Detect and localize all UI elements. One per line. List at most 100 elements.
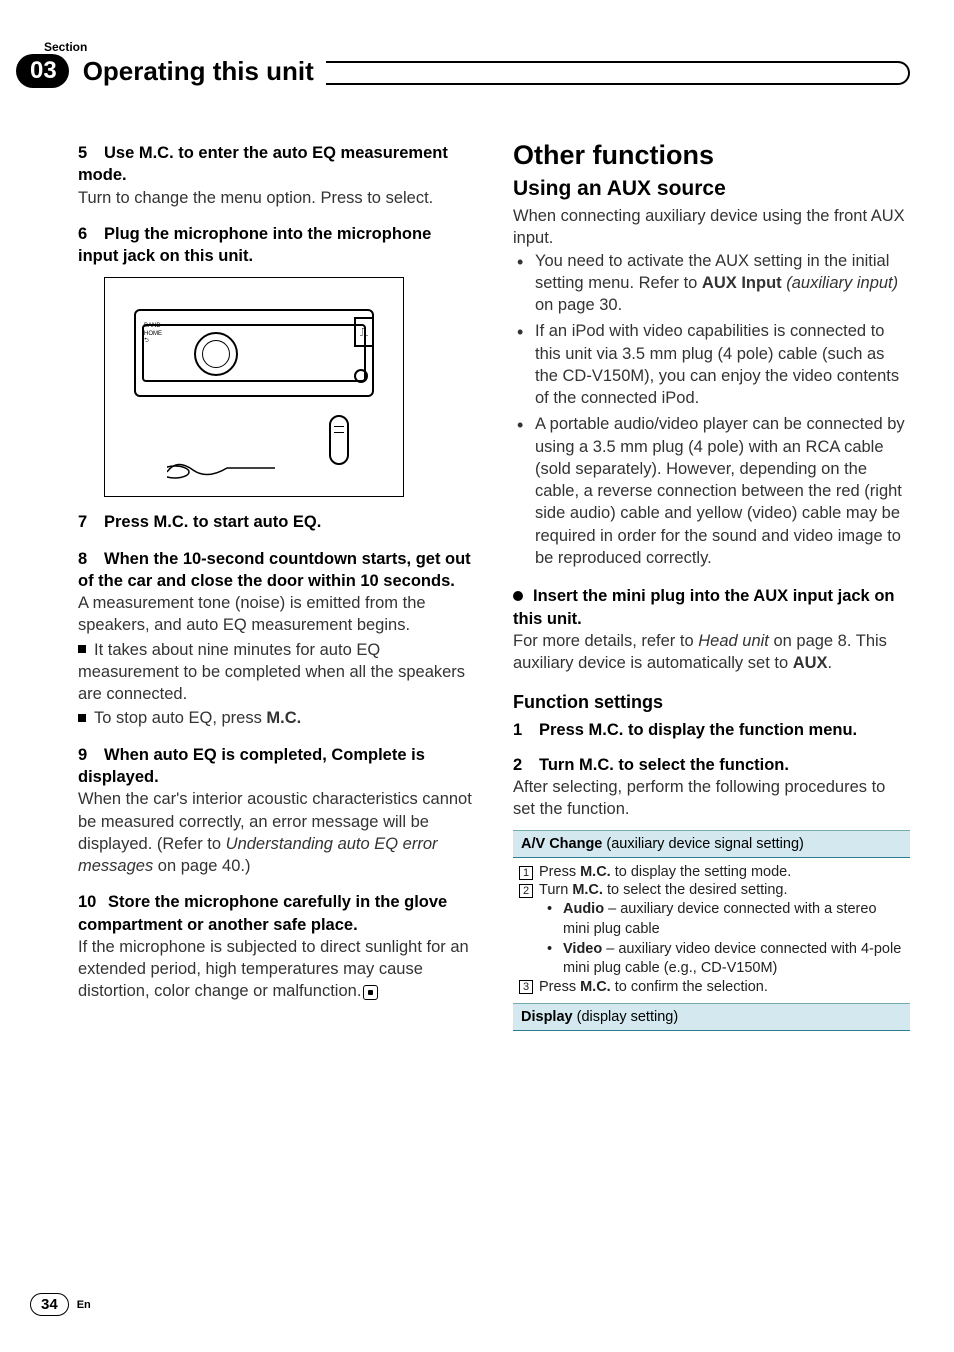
step-6-number: 6 (78, 223, 104, 245)
step-9-number: 9 (78, 744, 104, 766)
aux-b1-c: (auxiliary input) (782, 274, 898, 292)
step-9-title: When auto EQ is completed, Complete is d… (78, 746, 425, 786)
insert-body-e: . (828, 654, 833, 672)
option-audio: Audio – auxiliary device connected with … (547, 900, 904, 939)
display-label: Display (521, 1009, 573, 1025)
func-step-2-number: 2 (513, 754, 539, 776)
table-row: 2Turn M.C. to select the desired setting… (519, 882, 904, 898)
aux-bullet-2: If an iPod with video capabilities is co… (513, 320, 910, 409)
step-5-heading: 5Use M.C. to enter the auto EQ measureme… (78, 142, 475, 187)
square-bullet-icon (78, 645, 86, 653)
step-9-body: When the car's interior acoustic charact… (78, 788, 475, 877)
section-label: Section (44, 40, 87, 54)
aux-b1-d: on page 30. (535, 296, 622, 314)
options-list: Audio – auxiliary device connected with … (519, 900, 904, 978)
t2a: Turn (539, 882, 572, 898)
language-label: En (77, 1299, 91, 1311)
aux-bullet-1: You need to activate the AUX setting in … (513, 250, 910, 317)
right-column: Other functions Using an AUX source When… (513, 140, 910, 1031)
page-footer: 34 En (30, 1293, 91, 1316)
boxed-number-icon: 2 (519, 884, 533, 898)
chapter-header: 03 Operating this unit (16, 54, 910, 88)
step-10-number: 10 (78, 891, 108, 913)
step-5-title: Use M.C. to enter the auto EQ measuremen… (78, 144, 448, 184)
function-settings-heading: Function settings (513, 692, 910, 713)
t2c: to select the desired setting. (603, 882, 788, 898)
square-bullet-icon (78, 714, 86, 722)
chapter-title: Operating this unit (83, 56, 314, 87)
section-number-badge: 03 (16, 54, 69, 88)
step-10-heading: 10Store the microphone carefully in the … (78, 891, 475, 936)
insert-plug-title: Insert the mini plug into the AUX input … (513, 587, 894, 627)
step-5-number: 5 (78, 142, 104, 164)
insert-plug-body: For more details, refer to Head unit on … (513, 630, 910, 675)
func-step-1-number: 1 (513, 719, 539, 741)
step-6-title: Plug the microphone into the microphone … (78, 225, 431, 265)
t3c: to confirm the selection. (611, 979, 768, 995)
aux-intro: When connecting auxiliary device using t… (513, 205, 910, 250)
insert-body-aux: AUX (793, 654, 828, 672)
t1a: Press (539, 864, 580, 880)
option-video: Video – auxiliary video device connected… (547, 940, 904, 979)
func-step-2-body: After selecting, perform the following p… (513, 776, 910, 821)
table-body-av: 1 Press M.C. to display the setting mode.… (513, 858, 910, 1002)
step-7-number: 7 (78, 511, 104, 533)
note-1-text: It takes about nine minutes for auto EQ … (78, 641, 465, 704)
t1c: to display the setting mode. (611, 864, 792, 880)
dial-icon (194, 332, 238, 376)
microphone-icon (329, 415, 349, 465)
table-row: 1 Press M.C. to display the setting mode. (519, 864, 904, 880)
note-2-mc: M.C. (266, 709, 301, 727)
aux-b1-b: AUX Input (702, 274, 782, 292)
step-8-body: A measurement tone (noise) is emitted fr… (78, 592, 475, 637)
display-desc: (display setting) (573, 1009, 679, 1025)
boxed-number-icon: 1 (519, 866, 533, 880)
note-2: To stop auto EQ, press M.C. (78, 707, 475, 729)
opt-video-label: Video (563, 941, 602, 957)
step-9-heading: 9When auto EQ is completed, Complete is … (78, 744, 475, 789)
page-number: 34 (30, 1293, 69, 1316)
opt-audio-label: Audio (563, 901, 604, 917)
left-column: 5Use M.C. to enter the auto EQ measureme… (78, 140, 475, 1031)
step-10-body-text: If the microphone is subjected to direct… (78, 938, 469, 1001)
step-10-title: Store the microphone carefully in the gl… (78, 893, 447, 933)
av-change-desc: (auxiliary device signal setting) (602, 836, 803, 852)
cable-icon (167, 456, 277, 482)
step-7-title: Press M.C. to start auto EQ. (104, 513, 321, 531)
section-end-icon (363, 985, 378, 1000)
func-step-1-heading: 1Press M.C. to display the function menu… (513, 719, 910, 741)
head-unit-illustration: BANDHOME⮌ ⎍ (134, 309, 374, 397)
microphone-diagram: BANDHOME⮌ ⎍ (104, 277, 404, 497)
boxed-number-icon: 3 (519, 980, 533, 994)
mic-jack-icon (354, 369, 368, 383)
using-aux-heading: Using an AUX source (513, 177, 910, 201)
opt-video-desc: – auxiliary video device connected with … (563, 941, 901, 977)
settings-table: A/V Change (auxiliary device signal sett… (513, 830, 910, 1030)
table-header-display: Display (display setting) (513, 1003, 910, 1031)
av-change-label: A/V Change (521, 836, 602, 852)
table-row: 3 Press M.C. to confirm the selection. (519, 979, 904, 995)
insert-body-ref: Head unit (698, 632, 769, 650)
t3a: Press (539, 979, 580, 995)
step-6-heading: 6Plug the microphone into the microphone… (78, 223, 475, 268)
insert-body-a: For more details, refer to (513, 632, 698, 650)
note-2-text-a: To stop auto EQ, press (94, 709, 266, 727)
other-functions-heading: Other functions (513, 140, 910, 171)
table-header-av: A/V Change (auxiliary device signal sett… (513, 831, 910, 858)
step-8-number: 8 (78, 548, 104, 570)
note-1: It takes about nine minutes for auto EQ … (78, 639, 475, 706)
usb-port-icon: ⎍ (354, 317, 374, 347)
header-rule (326, 61, 910, 85)
t1b: M.C. (580, 864, 611, 880)
solid-bullet-icon (513, 591, 523, 601)
func-step-2-heading: 2Turn M.C. to select the function. (513, 754, 910, 776)
t3b: M.C. (580, 979, 611, 995)
opt-audio-desc: – auxiliary device connected with a ster… (563, 901, 877, 937)
func-step-2-title: Turn M.C. to select the function. (539, 756, 789, 774)
step-5-body: Turn to change the menu option. Press to… (78, 187, 475, 209)
aux-bullet-3: A portable audio/video player can be con… (513, 413, 910, 569)
step-7-heading: 7Press M.C. to start auto EQ. (78, 511, 475, 533)
step-8-heading: 8When the 10-second countdown starts, ge… (78, 548, 475, 593)
unit-screen-icon (142, 324, 366, 382)
func-step-1-title: Press M.C. to display the function menu. (539, 721, 857, 739)
